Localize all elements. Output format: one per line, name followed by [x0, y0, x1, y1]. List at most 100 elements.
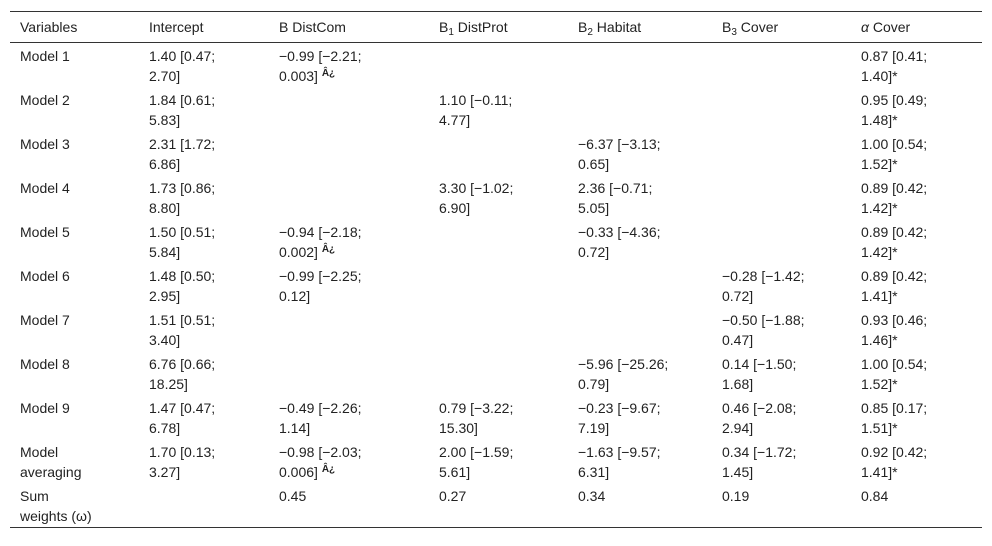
cell-line: 2.31 [1.72;: [149, 136, 216, 152]
table-cell: −0.33 [−4.36; 0.72]: [568, 219, 712, 263]
cell-line: 1.51]*: [861, 420, 898, 436]
cell-line: weights (ω): [20, 508, 92, 524]
table-cell: Model 3: [10, 131, 139, 175]
header-row: Variables Intercept B DistCom B1 DistProt B2…: [10, 11, 982, 43]
cell-line: −5.96 [−25.26;: [578, 356, 669, 372]
cell-line: Model 9: [20, 400, 70, 416]
table-cell: 1.10 [−0.11; 4.77]: [429, 87, 568, 131]
cell-line: 2.36 [−0.71;: [578, 180, 653, 196]
header-text: Cover: [736, 19, 779, 35]
cell-line: −0.28 [−1.42;: [722, 268, 805, 284]
table-cell: 6.76 [0.66; 18.25]: [139, 351, 269, 395]
header-cell: B2 Habitat: [568, 11, 712, 43]
cell-line: 0.87 [0.41;: [861, 48, 928, 64]
table-cell: [269, 131, 429, 175]
cell-line: 1.47 [0.47;: [149, 400, 216, 416]
table-cell: [712, 43, 851, 88]
table-cell: Model 2: [10, 87, 139, 131]
table-cell: [429, 351, 568, 395]
cell-line: −0.99 [−2.21;: [279, 48, 362, 64]
table-cell: 0.34 [−1.72; 1.45]: [712, 439, 851, 483]
cell-line: Model 7: [20, 312, 70, 328]
cell-line: 4.77]: [439, 112, 471, 128]
header-text: Habitat: [592, 19, 642, 35]
cell-line: −1.63 [−9.57;: [578, 444, 661, 460]
table-cell: −6.37 [−3.13; 0.65]: [568, 131, 712, 175]
table-cell: 1.00 [0.54; 1.52]*: [851, 351, 982, 395]
cell-line: 6.76 [0.66;: [149, 356, 216, 372]
table-cell: 1.73 [0.86; 8.80]: [139, 175, 269, 219]
table-cell: [269, 307, 429, 351]
cell-line: 0.93 [0.46;: [861, 312, 928, 328]
cell-line: 0.27: [439, 488, 467, 504]
table-cell: 1.70 [0.13; 3.27]: [139, 439, 269, 483]
cell-line: 7.19]: [578, 420, 610, 436]
table-row: Model 3 2.31 [1.72; 6.86] −6.37 [−3.13; 0.65…: [10, 131, 982, 175]
table-row: Model 2 1.84 [0.61; 5.83] 1.10 [−0.11; 4.77]…: [10, 87, 982, 131]
header-text: Intercept: [149, 19, 204, 35]
cell-superscript: Â¿: [321, 68, 336, 79]
table-row: Model 9 1.47 [0.47; 6.78] −0.49 [−2.26; 1.14…: [10, 395, 982, 439]
table-body: Model 1 1.40 [0.47; 2.70] −0.99 [−2.21; 0.00…: [10, 43, 982, 528]
cell-line: Model 2: [20, 92, 70, 108]
table-cell: 0.89 [0.42; 1.42]*: [851, 175, 982, 219]
cell-line: 0.89 [0.42;: [861, 180, 928, 196]
cell-line: averaging: [20, 464, 82, 480]
cell-line: 6.31]: [578, 464, 610, 480]
table-cell: Model 4: [10, 175, 139, 219]
table-cell: [568, 87, 712, 131]
header-text: DistProt: [453, 19, 508, 35]
table-cell: [429, 263, 568, 307]
table-cell: [139, 483, 269, 528]
table-cell: [568, 43, 712, 88]
table-cell: Model 1: [10, 43, 139, 88]
cell-line: 1.42]*: [861, 200, 898, 216]
cell-line: 6.86]: [149, 156, 181, 172]
cell-line: 1.41]*: [861, 464, 898, 480]
table-cell: [712, 219, 851, 263]
cell-line: 1.46]*: [861, 332, 898, 348]
table-cell: Model 6: [10, 263, 139, 307]
cell-superscript: Â¿: [321, 244, 336, 255]
header-cell: Variables: [10, 11, 139, 43]
cell-line: 5.05]: [578, 200, 610, 216]
table-cell: 2.31 [1.72; 6.86]: [139, 131, 269, 175]
table-cell: 0.85 [0.17; 1.51]*: [851, 395, 982, 439]
header-text: Variables: [20, 19, 78, 35]
table-cell: 1.47 [0.47; 6.78]: [139, 395, 269, 439]
cell-line: 0.85 [0.17;: [861, 400, 928, 416]
header-subscript: 2: [587, 27, 593, 38]
cell-line: 0.34 [−1.72;: [722, 444, 797, 460]
cell-line: 1.52]*: [861, 156, 898, 172]
table-cell: 2.36 [−0.71; 5.05]: [568, 175, 712, 219]
table-cell: 0.93 [0.46; 1.46]*: [851, 307, 982, 351]
table-cell: [429, 131, 568, 175]
cell-line: 1.52]*: [861, 376, 898, 392]
cell-line: 2.70]: [149, 68, 181, 84]
table-cell: 1.00 [0.54; 1.52]*: [851, 131, 982, 175]
cell-line: 0.89 [0.42;: [861, 268, 928, 284]
table-cell: −0.99 [−2.25; 0.12]: [269, 263, 429, 307]
cell-line: −0.99 [−2.25;: [279, 268, 362, 284]
header-text: B: [578, 19, 588, 35]
table-row: Model 4 1.73 [0.86; 8.80] 3.30 [−1.02; 6.90]…: [10, 175, 982, 219]
table-cell: Model 8: [10, 351, 139, 395]
header-subscript: 3: [731, 27, 737, 38]
table-cell: 0.95 [0.49; 1.48]*: [851, 87, 982, 131]
table-cell: [269, 175, 429, 219]
table-cell: [269, 351, 429, 395]
header-cell: B DistCom: [269, 11, 429, 43]
table-cell: 1.40 [0.47; 2.70]: [139, 43, 269, 88]
header-text: B: [439, 19, 449, 35]
table-cell: 3.30 [−1.02; 6.90]: [429, 175, 568, 219]
table-cell: 0.89 [0.42; 1.42]*: [851, 219, 982, 263]
table-cell: [429, 307, 568, 351]
cell-line: 0.19: [722, 488, 750, 504]
cell-line: 0.14 [−1.50;: [722, 356, 797, 372]
cell-line: 0.79]: [578, 376, 610, 392]
table-cell: 0.92 [0.42; 1.41]*: [851, 439, 982, 483]
cell-superscript: Â¿: [321, 464, 336, 475]
cell-line: 6.90]: [439, 200, 471, 216]
table-cell: 0.79 [−3.22; 15.30]: [429, 395, 568, 439]
